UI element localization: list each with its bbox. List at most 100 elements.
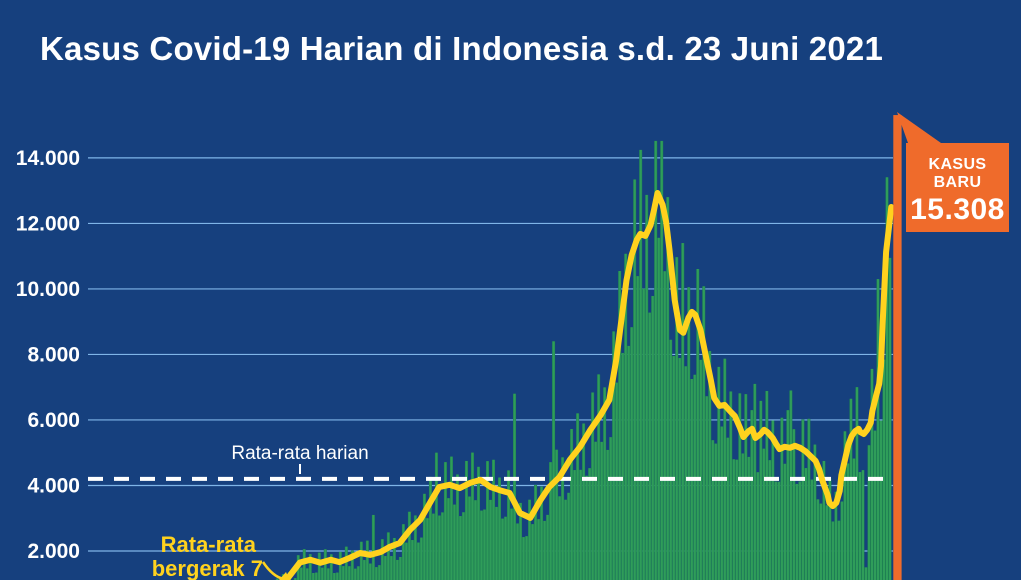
moving-average-line <box>279 190 895 580</box>
daily-bar <box>390 556 393 580</box>
daily-bar <box>537 519 540 580</box>
daily-bar <box>540 486 543 580</box>
daily-bar <box>642 288 645 580</box>
daily-bar <box>876 279 880 580</box>
daily-bar <box>489 499 492 580</box>
daily-bar <box>432 513 435 580</box>
daily-bar <box>684 366 687 580</box>
daily-bar <box>864 567 868 580</box>
callout-pointer <box>897 112 941 143</box>
daily-bar <box>384 556 387 580</box>
daily-bar <box>795 483 798 580</box>
daily-bar <box>351 550 354 580</box>
daily-bar <box>729 391 732 580</box>
daily-bar <box>798 481 801 580</box>
moving-average-annotation: Rata-rata bergerak 7 hari <box>113 533 263 580</box>
daily-bar <box>723 358 726 580</box>
moving-average-annotation-line1: Rata-rata <box>160 532 256 557</box>
daily-bar <box>660 140 663 580</box>
daily-bar <box>687 287 690 580</box>
daily-bar <box>675 257 678 580</box>
daily-bar <box>516 523 519 580</box>
daily-bar <box>804 468 807 580</box>
daily-bar <box>774 481 777 580</box>
daily-bar <box>381 539 384 580</box>
daily-bar <box>708 350 711 580</box>
daily-bar <box>756 472 759 580</box>
daily-bar <box>462 512 465 580</box>
daily-bar <box>636 276 639 580</box>
y-axis-tick-label: 6.000 <box>27 409 80 432</box>
daily-bar <box>333 573 336 580</box>
daily-bar <box>882 359 886 580</box>
daily-bar <box>330 554 333 580</box>
daily-bar <box>654 140 657 580</box>
page-title: Kasus Covid-19 Harian di Indonesia s.d. … <box>40 30 884 67</box>
y-axis-tick-label: 8.000 <box>27 343 80 366</box>
daily-bar <box>378 565 381 580</box>
daily-bar <box>705 396 708 580</box>
y-axis-tick-label: 2.000 <box>27 540 80 563</box>
daily-bar <box>558 496 561 580</box>
daily-bar <box>435 452 438 580</box>
daily-bar <box>768 460 771 580</box>
daily-bar <box>342 566 345 580</box>
daily-bar <box>528 499 531 580</box>
daily-bar <box>543 520 546 580</box>
daily-bar <box>696 268 699 580</box>
daily-bar <box>735 459 738 580</box>
daily-bar <box>324 549 327 580</box>
daily-bar <box>753 383 756 580</box>
daily-bar <box>858 472 862 580</box>
daily-bar <box>327 568 330 580</box>
daily-bar <box>474 500 477 580</box>
daily-bar <box>306 568 309 580</box>
daily-bar <box>786 410 789 580</box>
daily-bar <box>405 542 408 580</box>
daily-bar <box>630 327 633 580</box>
daily-bar <box>651 295 654 580</box>
daily-bar <box>789 390 792 580</box>
daily-bar <box>501 518 504 580</box>
daily-bar <box>846 463 849 580</box>
daily-bar <box>744 394 747 580</box>
daily-bar <box>303 549 306 580</box>
daily-bar <box>573 470 576 580</box>
daily-bar <box>888 257 892 580</box>
daily-bar <box>477 466 480 580</box>
daily-bar <box>486 461 489 580</box>
y-axis-tick-label: 12.000 <box>16 212 80 235</box>
daily-bar <box>522 537 525 580</box>
daily-bar <box>624 253 627 580</box>
daily-bar <box>549 462 552 580</box>
daily-bar <box>792 429 795 580</box>
daily-bar <box>345 546 348 580</box>
daily-bar <box>369 563 372 580</box>
daily-bar <box>576 413 579 580</box>
daily-bar <box>402 524 405 580</box>
daily-bar <box>450 456 453 580</box>
daily-bar <box>732 459 735 580</box>
daily-bar <box>447 498 450 580</box>
daily-bar <box>843 431 846 580</box>
daily-bar <box>810 479 813 580</box>
daily-bar <box>807 418 810 580</box>
daily-bar <box>507 470 510 580</box>
daily-bar <box>453 504 456 580</box>
daily-bar <box>471 452 474 580</box>
daily-bar <box>348 566 351 580</box>
daily-bar <box>597 374 600 580</box>
daily-bar <box>459 516 462 580</box>
daily-bar <box>645 194 648 580</box>
daily-bar <box>315 572 318 580</box>
daily-bar <box>585 475 588 580</box>
daily-bar <box>354 568 357 580</box>
daily-bar <box>579 469 582 580</box>
y-axis-tick-label: 4.000 <box>27 474 80 497</box>
daily-average-annotation: Rata-rata harian <box>231 443 369 464</box>
daily-bar <box>762 448 765 580</box>
daily-bar <box>594 441 597 580</box>
moving-average-annotation-arrowhead <box>279 572 290 580</box>
daily-bar <box>420 537 423 580</box>
